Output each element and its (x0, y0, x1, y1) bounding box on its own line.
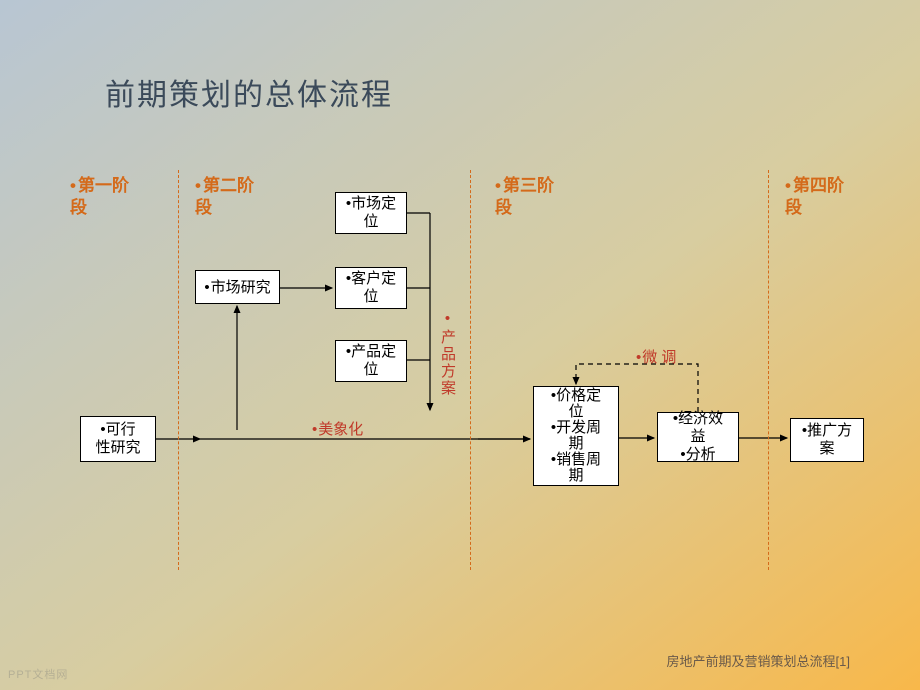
stage-divider-1 (178, 170, 179, 570)
slide: 前期策划的总体流程 •第一阶段 •第二阶段 •第三阶段 •第四阶段 •可行性研究 市场研… (0, 0, 920, 690)
box-promo: •推广方案 (790, 418, 864, 462)
annotation-beautify: •美象化 (312, 418, 363, 439)
stage-divider-3 (768, 170, 769, 570)
stage-label-2: •第二阶段 (195, 175, 285, 219)
box-econ: •经济效益•分析 (657, 412, 739, 462)
box-market_pos: •市场定位 (335, 192, 407, 234)
stage-label-4: •第四阶段 (785, 175, 875, 219)
annotation-product_plan: •产品方案 (437, 310, 458, 397)
watermark: PPT文档网 (8, 666, 68, 682)
box-product_pos: •产品定位 (335, 340, 407, 382)
box-market_research: 市场研究 (195, 270, 280, 304)
box-feasibility: •可行性研究 (80, 416, 156, 462)
stage-label-1: •第一阶段 (70, 175, 160, 219)
box-customer_pos: •客户定位 (335, 267, 407, 309)
stage-divider-2 (470, 170, 471, 570)
box-plan: •价格定位•开发周期•销售周期 (533, 386, 619, 486)
slide-title: 前期策划的总体流程 (105, 70, 393, 114)
stage-label-3: •第三阶段 (495, 175, 615, 219)
annotation-tune: •微 调 (636, 346, 676, 367)
footer-text: 房地产前期及营销策划总流程[1] (667, 651, 850, 670)
